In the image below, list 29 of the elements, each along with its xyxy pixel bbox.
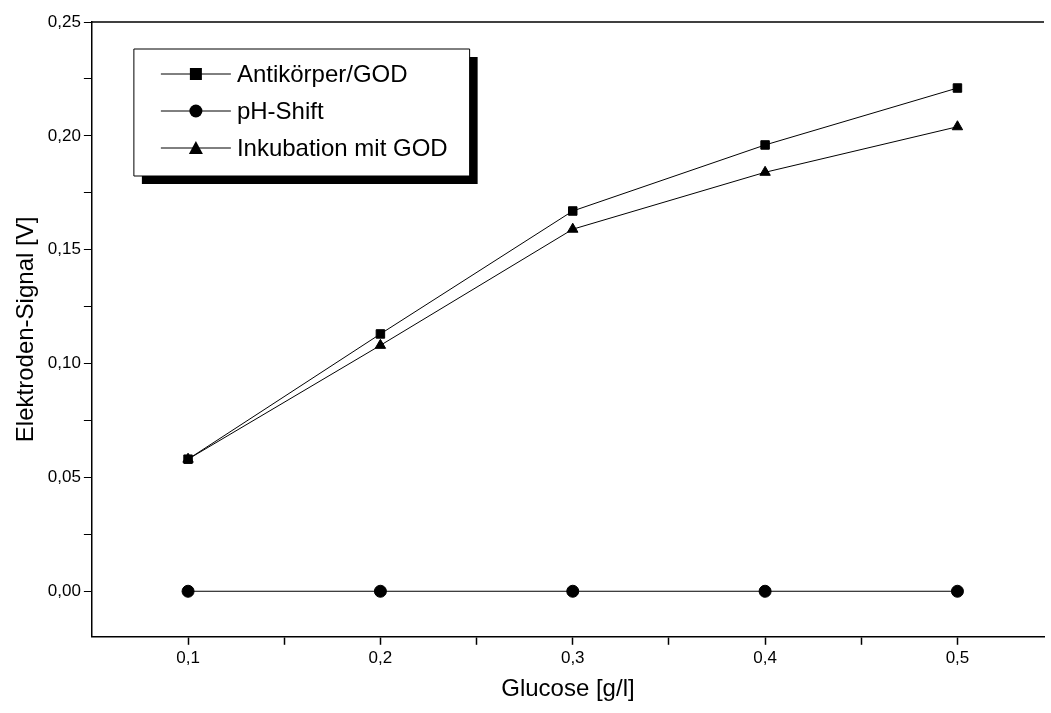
point: [952, 83, 963, 93]
point: [950, 584, 964, 598]
point: [567, 222, 579, 233]
y-tick-label: 0,25: [47, 11, 81, 31]
point: [374, 338, 387, 349]
point: [566, 584, 580, 598]
point: [759, 165, 771, 176]
point: [375, 329, 386, 339]
x-tick-label: 0,4: [753, 647, 777, 667]
point: [568, 206, 578, 216]
legend-label: Antikörper/GOD: [236, 59, 408, 87]
y-tick-label: 0,20: [47, 125, 81, 145]
x-tick-label: 0,3: [560, 647, 585, 667]
point: [951, 120, 964, 131]
y-axis-title: Elektroden-Signal [V]: [11, 216, 39, 443]
y-tick-label: 0,00: [47, 580, 81, 600]
y-tick-label: 0,10: [47, 353, 81, 373]
point: [760, 140, 770, 150]
y-tick-label: 0,05: [47, 467, 81, 487]
point: [758, 584, 772, 598]
x-tick-label: 0,1: [176, 647, 200, 667]
x-tick-label: 0,5: [945, 647, 970, 667]
point: [373, 584, 387, 598]
point: [181, 584, 195, 598]
legend-label: Inkubation mit GOD: [236, 133, 448, 161]
x-axis-title: Glucose [g/l]: [501, 674, 635, 702]
y-tick-label: 0,15: [47, 239, 81, 259]
legend-label: pH-Shift: [236, 96, 324, 124]
x-tick-label: 0,2: [368, 647, 393, 667]
